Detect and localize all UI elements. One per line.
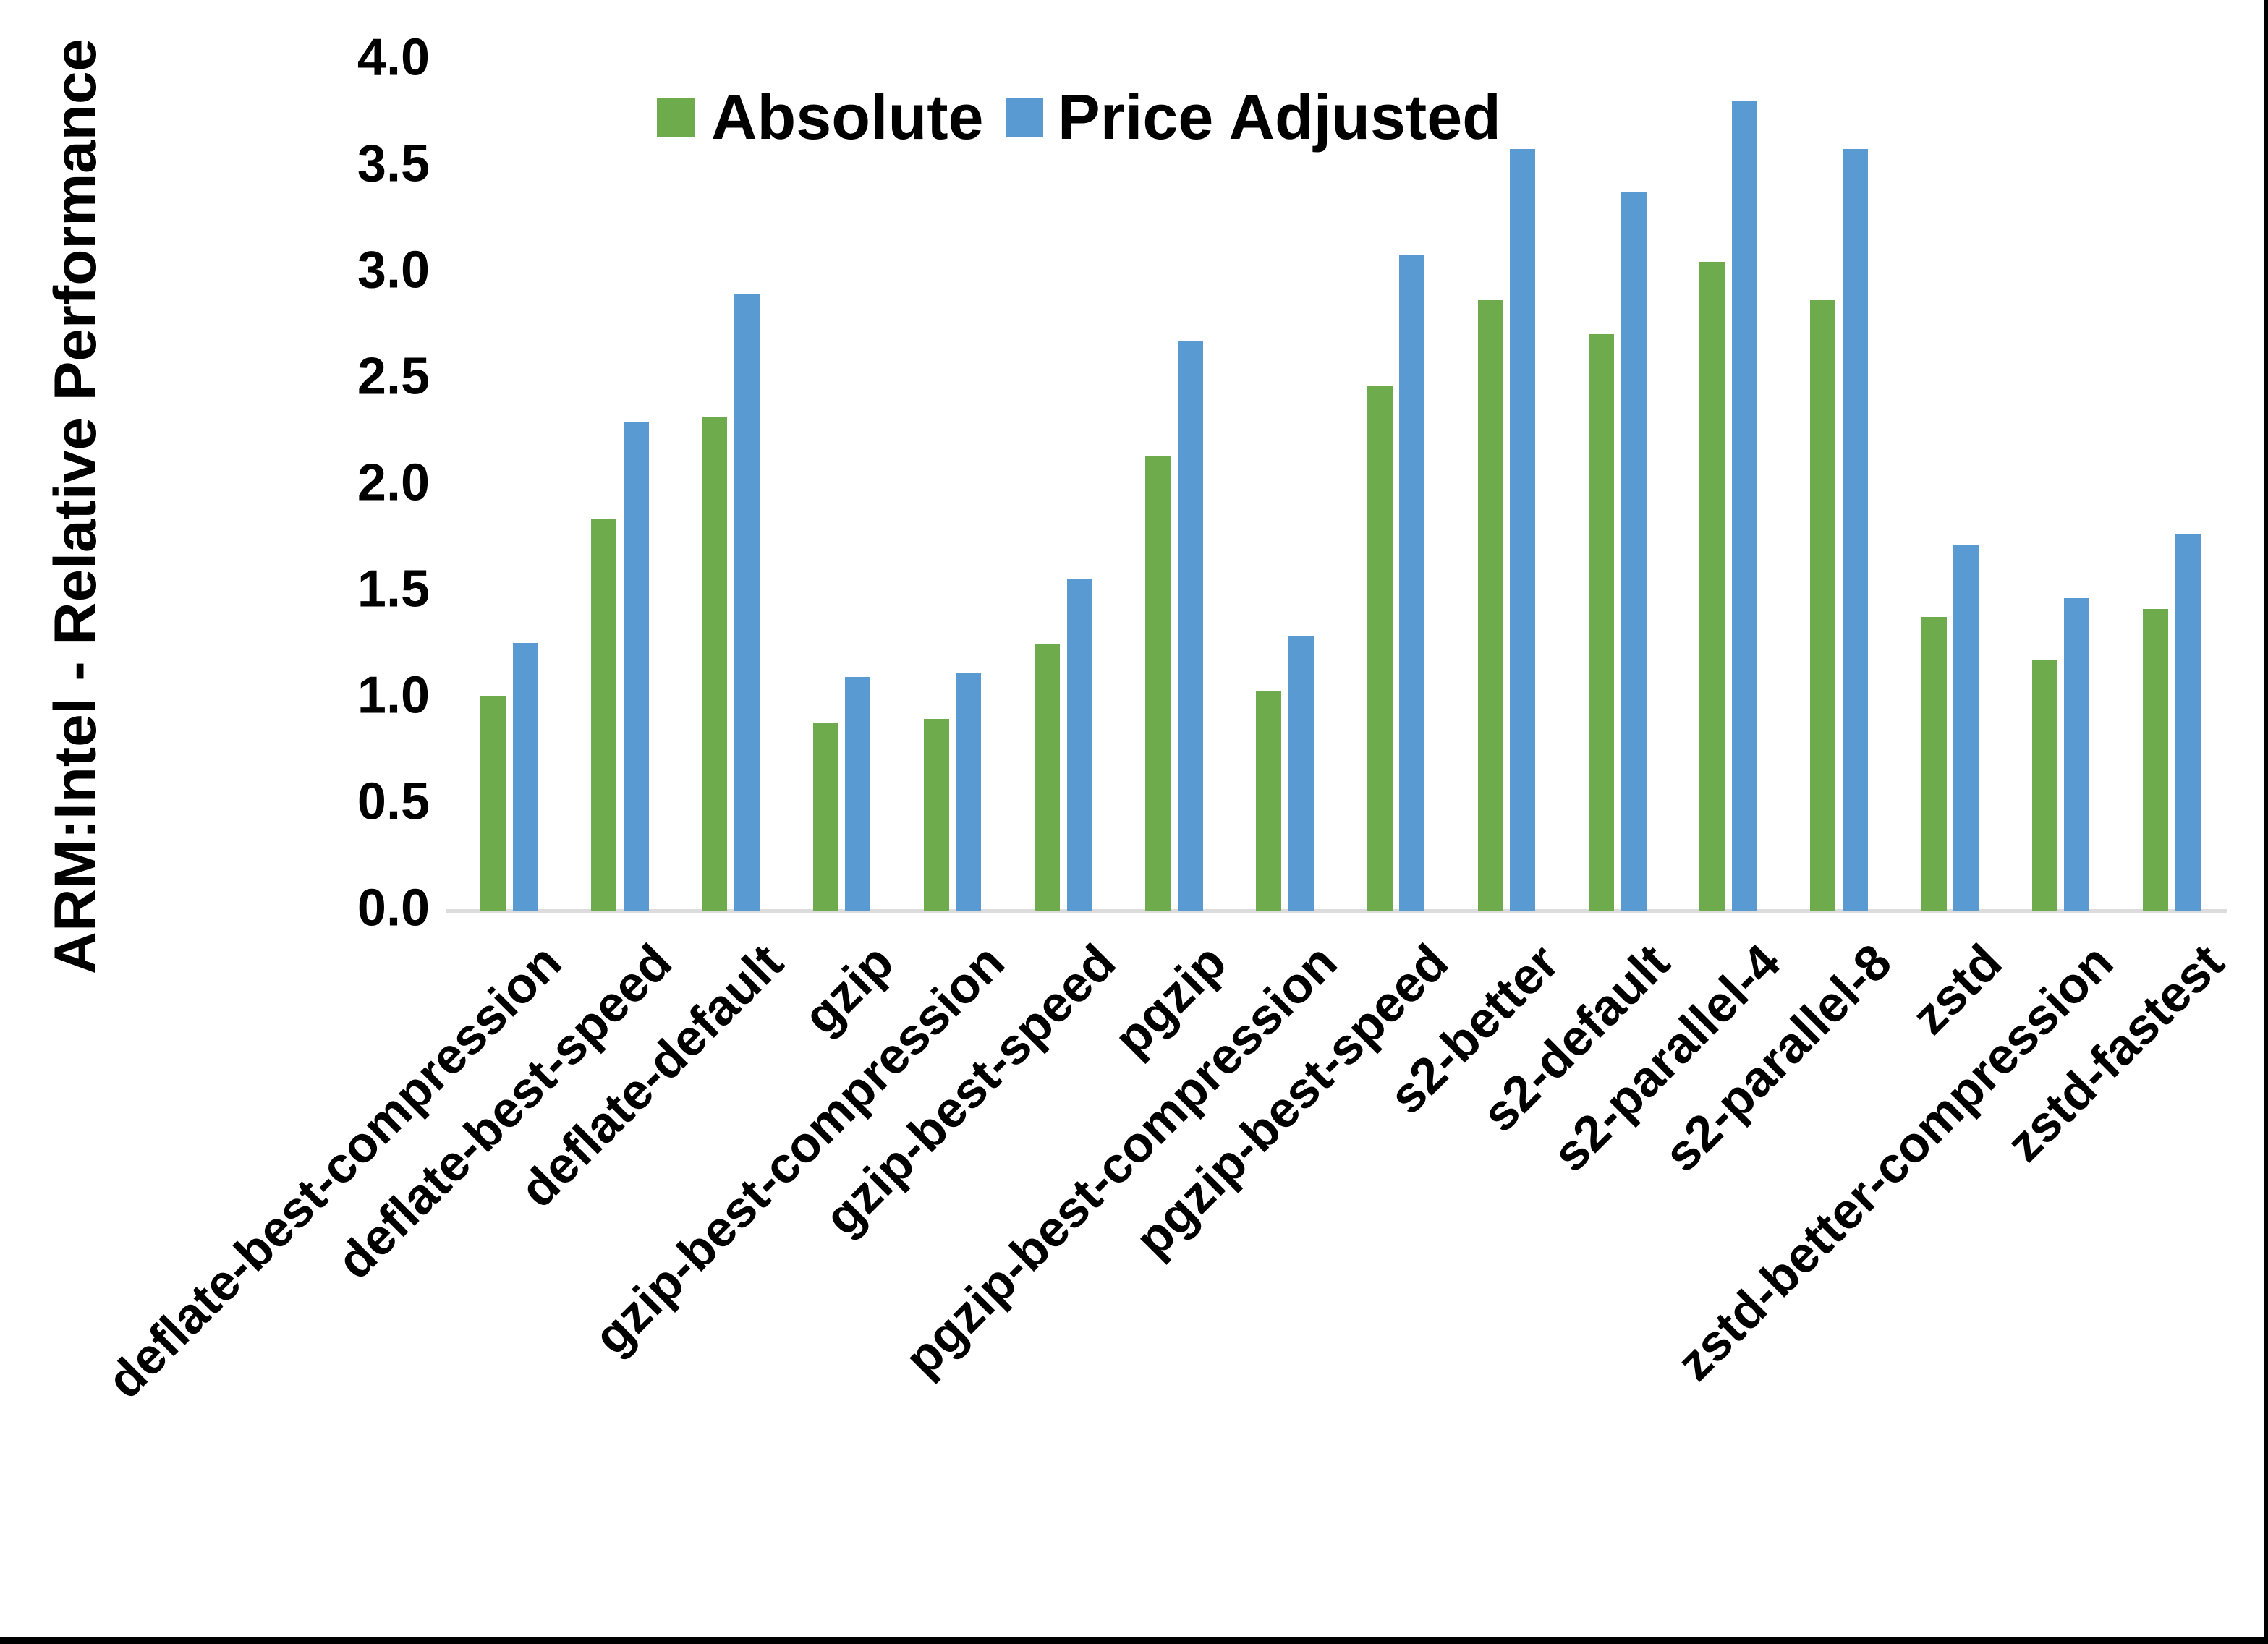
x-axis-line <box>446 909 2227 913</box>
bar-price-adjusted-zstd <box>1953 545 1979 911</box>
y-axis-tick-label: 1.5 <box>357 560 430 618</box>
bar-absolute-deflate-best-speed <box>591 519 616 911</box>
legend-swatch-absolute <box>657 98 695 137</box>
bar-price-adjusted-s2-better <box>1510 149 1535 911</box>
bar-price-adjusted-zstd-better-compression <box>2064 598 2089 911</box>
bar-price-adjusted-zstd-fastest <box>2175 534 2201 911</box>
bar-absolute-gzip-best-speed <box>1035 644 1060 911</box>
legend-label-absolute: Absolute <box>711 81 984 153</box>
bar-absolute-s2-default <box>1589 334 1614 911</box>
y-axis-tick-label: 4.0 <box>357 28 430 87</box>
bar-price-adjusted-gzip-best-compression <box>956 673 981 911</box>
y-axis-title: ARM:Intel - Relative Performance <box>43 38 109 975</box>
bar-absolute-deflate-default <box>702 417 727 911</box>
y-axis-tick-label: 3.0 <box>357 241 430 299</box>
bar-price-adjusted-gzip-best-speed <box>1067 579 1092 911</box>
bar-price-adjusted-pgzip-best-compression <box>1288 636 1314 911</box>
bar-absolute-gzip <box>813 723 838 911</box>
bar-absolute-pgzip <box>1145 456 1171 911</box>
bar-price-adjusted-deflate-default <box>734 294 760 911</box>
bar-price-adjusted-gzip <box>845 677 870 911</box>
bar-price-adjusted-s2-parallel-4 <box>1732 101 1757 911</box>
bar-price-adjusted-deflate-best-speed <box>624 422 649 911</box>
legend-swatch-price-adjusted <box>1006 98 1043 137</box>
bar-absolute-deflate-best-compression <box>480 696 506 911</box>
y-axis-tick-label: 3.5 <box>357 135 430 193</box>
bar-price-adjusted-pgzip <box>1178 341 1203 911</box>
bar-absolute-s2-parallel-4 <box>1699 262 1725 911</box>
bar-absolute-s2-better <box>1478 300 1503 911</box>
bar-price-adjusted-pgzip-best-speed <box>1399 255 1424 911</box>
bar-absolute-pgzip-best-speed <box>1367 386 1393 911</box>
bar-absolute-gzip-best-compression <box>924 719 949 911</box>
y-axis-tick-label: 1.0 <box>357 666 430 725</box>
legend-label-price-adjusted: Price Adjusted <box>1058 81 1501 153</box>
y-axis-tick-label: 0.5 <box>357 772 430 831</box>
y-axis-tick-label: 2.5 <box>357 347 430 406</box>
bar-price-adjusted-deflate-best-compression <box>513 643 538 911</box>
bar-price-adjusted-s2-default <box>1621 192 1647 911</box>
bar-absolute-pgzip-best-compression <box>1256 691 1281 911</box>
bar-absolute-s2-parallel-8 <box>1810 300 1835 911</box>
x-axis-label-deflate-best-compression: deflate-best-compression <box>95 933 572 1410</box>
bar-price-adjusted-s2-parallel-8 <box>1843 149 1868 911</box>
y-axis-tick-label: 2.0 <box>357 453 430 512</box>
bar-absolute-zstd-better-compression <box>2032 660 2057 911</box>
bar-absolute-zstd-fastest <box>2143 609 2168 911</box>
bar-absolute-zstd <box>1921 617 1947 911</box>
y-axis-tick-label: 0.0 <box>357 879 430 937</box>
